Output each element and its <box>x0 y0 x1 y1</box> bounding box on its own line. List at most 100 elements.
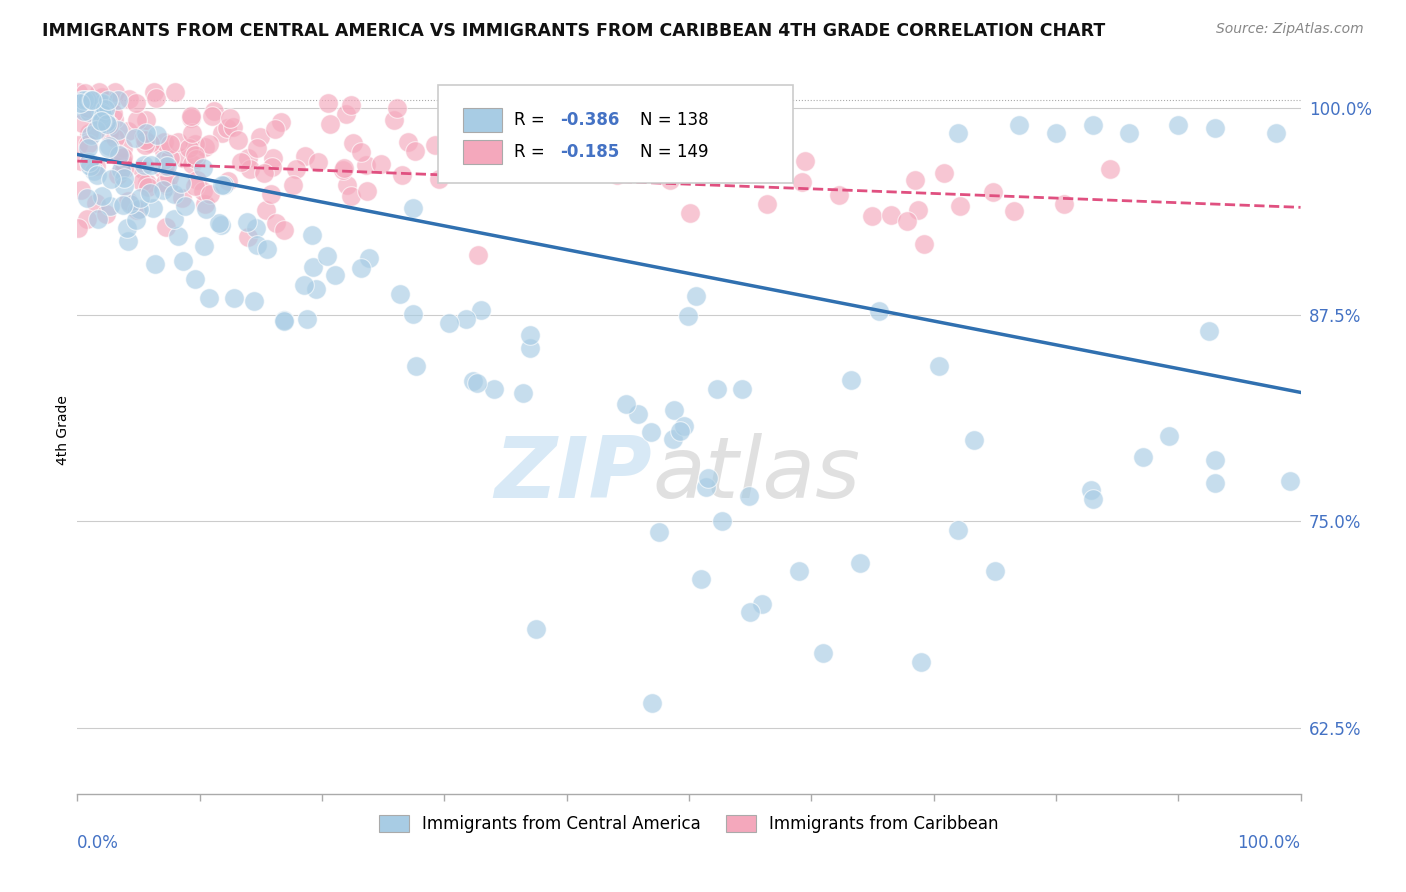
Point <box>606 168 628 182</box>
Point <box>669 424 692 438</box>
FancyBboxPatch shape <box>463 108 502 132</box>
Point <box>467 248 489 262</box>
Point <box>427 172 450 186</box>
Y-axis label: 4th Grade: 4th Grade <box>56 395 70 466</box>
Point <box>912 237 935 252</box>
Point <box>91 106 114 120</box>
Point <box>222 291 245 305</box>
Point <box>79 128 101 142</box>
Point <box>125 96 148 111</box>
Point <box>319 118 342 132</box>
Point <box>246 238 269 252</box>
Point <box>76 190 98 204</box>
Point <box>143 85 166 99</box>
Point <box>129 191 152 205</box>
Point <box>907 203 929 218</box>
Point <box>266 216 288 230</box>
Point <box>1118 126 1140 140</box>
Point <box>138 186 160 201</box>
Text: -0.386: -0.386 <box>561 111 620 129</box>
Point <box>711 515 734 529</box>
Point <box>90 104 112 119</box>
Point <box>1198 324 1220 338</box>
Point <box>97 141 120 155</box>
Point <box>690 572 713 586</box>
Point <box>131 175 153 189</box>
Point <box>354 158 377 172</box>
Point <box>153 136 176 150</box>
Point <box>84 122 107 136</box>
Point <box>679 205 702 219</box>
Point <box>163 186 186 201</box>
Point <box>76 212 98 227</box>
Point <box>107 93 129 107</box>
Point <box>740 605 762 619</box>
Point <box>107 122 129 136</box>
Point <box>839 373 862 387</box>
Point <box>156 159 179 173</box>
Point <box>136 176 159 190</box>
Point <box>238 229 260 244</box>
Point <box>499 150 522 164</box>
Point <box>236 151 259 165</box>
Point <box>138 180 160 194</box>
Point <box>107 146 129 161</box>
Point <box>904 172 927 186</box>
Point <box>118 92 141 106</box>
Point <box>928 359 950 373</box>
Point <box>79 155 101 169</box>
Point <box>200 110 222 124</box>
Point <box>787 564 810 578</box>
Point <box>239 161 262 176</box>
Point <box>868 304 890 318</box>
Point <box>90 113 112 128</box>
Point <box>80 93 103 107</box>
Point <box>212 178 235 193</box>
Point <box>70 93 93 107</box>
Point <box>1008 118 1031 132</box>
Point <box>67 138 90 153</box>
Point <box>382 113 405 128</box>
Point <box>163 211 186 226</box>
Point <box>946 126 969 140</box>
Point <box>112 198 135 212</box>
Point <box>731 382 754 396</box>
Point <box>350 145 373 159</box>
Point <box>229 154 252 169</box>
Point <box>134 126 156 140</box>
Point <box>962 433 984 447</box>
Point <box>385 101 408 115</box>
Point <box>1002 203 1025 218</box>
Point <box>336 178 359 193</box>
Text: IMMIGRANTS FROM CENTRAL AMERICA VS IMMIGRANTS FROM CARIBBEAN 4TH GRADE CORRELATI: IMMIGRANTS FROM CENTRAL AMERICA VS IMMIG… <box>42 22 1105 40</box>
Text: ZIP: ZIP <box>495 433 652 516</box>
Point <box>107 169 129 183</box>
Point <box>333 161 356 176</box>
Point <box>302 260 325 274</box>
Point <box>285 162 308 177</box>
Point <box>1045 126 1067 140</box>
Point <box>519 327 541 342</box>
Point <box>163 85 186 99</box>
Point <box>131 162 153 177</box>
Point <box>96 118 118 132</box>
Point <box>146 128 169 142</box>
Point <box>167 228 190 243</box>
Point <box>301 227 323 242</box>
Point <box>273 314 295 328</box>
Point <box>932 166 955 180</box>
Point <box>404 144 426 158</box>
Point <box>152 144 174 158</box>
Point <box>614 397 637 411</box>
Point <box>405 359 427 373</box>
Point <box>388 286 411 301</box>
Point <box>1052 197 1074 211</box>
Point <box>159 151 181 165</box>
Point <box>127 112 149 127</box>
Point <box>391 168 413 182</box>
Point <box>70 116 93 130</box>
Point <box>184 148 207 162</box>
Point <box>145 90 167 104</box>
Point <box>70 154 93 169</box>
Point <box>262 160 284 174</box>
